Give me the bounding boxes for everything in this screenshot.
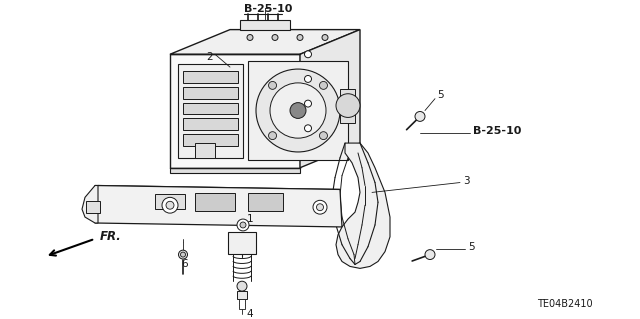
Circle shape (319, 81, 328, 89)
Circle shape (166, 201, 174, 209)
Circle shape (336, 94, 360, 117)
Bar (183, 118, 238, 130)
Circle shape (305, 125, 312, 132)
Circle shape (180, 252, 186, 257)
Bar (195, 143, 215, 158)
Circle shape (269, 81, 276, 89)
Bar (183, 71, 238, 83)
Circle shape (237, 219, 249, 231)
Text: B-25-10: B-25-10 (244, 4, 292, 14)
Bar (239, 299, 245, 309)
Text: 3: 3 (463, 175, 470, 186)
Polygon shape (82, 186, 98, 223)
Circle shape (272, 34, 278, 41)
Circle shape (305, 76, 312, 82)
Text: 5: 5 (436, 90, 444, 100)
Bar (178, 64, 243, 158)
Bar (237, 291, 247, 299)
Polygon shape (170, 168, 300, 173)
Circle shape (319, 132, 328, 140)
Bar (340, 89, 355, 123)
Circle shape (237, 281, 247, 291)
Circle shape (269, 132, 276, 140)
Polygon shape (170, 30, 360, 54)
Text: 4: 4 (246, 309, 253, 319)
Circle shape (305, 100, 312, 107)
Circle shape (256, 69, 340, 152)
Polygon shape (300, 30, 360, 168)
Text: B-25-10: B-25-10 (473, 126, 522, 136)
Circle shape (425, 250, 435, 260)
Bar (228, 232, 256, 254)
Polygon shape (95, 186, 342, 227)
Bar (86, 201, 100, 213)
Text: 2: 2 (207, 52, 213, 62)
Text: TE04B2410: TE04B2410 (537, 299, 593, 309)
Circle shape (179, 250, 188, 259)
Bar (248, 61, 348, 160)
Bar (183, 87, 238, 99)
Circle shape (270, 83, 326, 138)
Circle shape (317, 204, 323, 211)
Polygon shape (336, 143, 390, 268)
Bar (170, 54, 300, 168)
Circle shape (290, 103, 306, 118)
Bar (183, 103, 238, 115)
Circle shape (322, 34, 328, 41)
Circle shape (313, 200, 327, 214)
Circle shape (297, 34, 303, 41)
Bar (248, 193, 283, 211)
Circle shape (305, 51, 312, 58)
Circle shape (247, 34, 253, 41)
Circle shape (162, 197, 178, 213)
Circle shape (240, 222, 246, 228)
Bar (183, 134, 238, 146)
Circle shape (415, 112, 425, 121)
Bar (195, 193, 235, 211)
Text: 5: 5 (468, 242, 475, 252)
Text: 6: 6 (182, 259, 188, 270)
Text: FR.: FR. (100, 230, 122, 243)
Bar (155, 194, 185, 209)
Text: 1: 1 (246, 214, 253, 224)
Polygon shape (240, 20, 290, 30)
